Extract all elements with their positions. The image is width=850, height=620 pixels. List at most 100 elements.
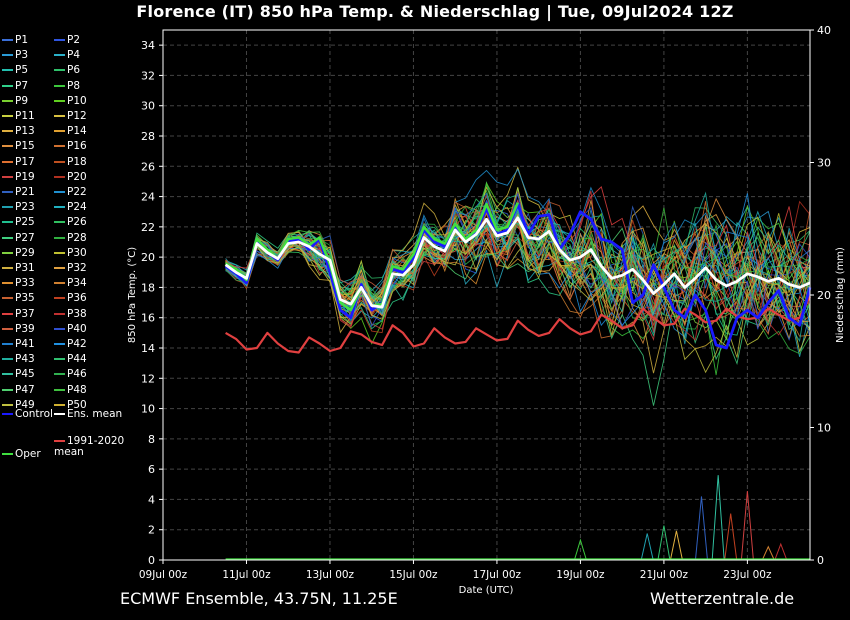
legend-item-p36: P36	[54, 291, 87, 306]
footer-site: Wetterzentrale.de	[650, 589, 795, 608]
legend-label: P49	[15, 398, 35, 411]
legend-item-p47: P47	[2, 383, 35, 398]
legend-swatch	[2, 99, 13, 102]
y-tick-label: 6	[148, 463, 155, 476]
legend-clim-swatch	[54, 440, 65, 442]
legend-label: P31	[15, 262, 35, 274]
legend-item-p32: P32	[54, 261, 87, 276]
legend-label: P34	[67, 277, 87, 290]
legend-item-p49: P49	[2, 398, 35, 413]
legend-swatch	[54, 39, 65, 41]
legend-swatch	[54, 388, 65, 391]
y-tick-label: 22	[141, 221, 155, 234]
precip-spike-p38	[774, 542, 788, 561]
y-axis-label-right: Niederschlag (mm)	[835, 247, 846, 343]
precip-spike-p36	[724, 513, 738, 561]
legend-oper-swatch	[2, 453, 13, 455]
legend-oper: Oper	[2, 447, 41, 462]
legend-item-p4: P4	[54, 48, 80, 63]
legend-swatch	[54, 206, 65, 209]
legend-swatch	[2, 236, 13, 239]
legend-swatch	[54, 115, 65, 117]
y-tick-label: 8	[148, 433, 155, 446]
legend-item-p46: P46	[54, 367, 87, 382]
legend-swatch	[2, 373, 13, 376]
legend-item-p29: P29	[2, 246, 35, 261]
precip-spike-p19	[740, 491, 754, 561]
legend-swatch	[2, 69, 13, 72]
legend-item-p10: P10	[54, 94, 87, 109]
legend-swatch	[54, 358, 65, 361]
legend-item-p38: P38	[54, 307, 87, 322]
legend-label: P1	[15, 34, 29, 46]
legend-swatch	[2, 388, 13, 391]
legend-item-p24: P24	[54, 200, 87, 215]
legend-label: P8	[67, 79, 81, 92]
legend-item-p23: P23	[2, 200, 35, 215]
legend-item-p11: P11	[2, 109, 35, 124]
legend-ens-mean-label: Ens. mean	[67, 408, 123, 420]
y-tick-label: 28	[141, 130, 155, 143]
y-tick-label: 34	[141, 39, 155, 52]
legend-label: P17	[15, 155, 35, 168]
legend-label: P9	[15, 94, 29, 107]
legend-item-p14: P14	[54, 124, 87, 139]
legend-label: P22	[67, 186, 87, 198]
precip-spike-p34	[761, 545, 775, 561]
legend-label: P26	[67, 216, 87, 229]
y-tick-label: 4	[148, 493, 155, 506]
legend-label: P6	[67, 64, 81, 77]
legend-swatch	[54, 191, 65, 193]
y-tick-label: 32	[141, 69, 155, 82]
legend-swatch	[2, 160, 13, 163]
legend-swatch	[54, 312, 65, 315]
legend-clim: 1991-2020 mean	[54, 436, 134, 458]
legend-swatch	[54, 221, 65, 224]
x-tick-label: 13Jul 00z	[306, 569, 355, 581]
legend-item-p18: P18	[54, 155, 87, 170]
legend-label: P29	[15, 246, 35, 259]
legend-item-p31: P31	[2, 261, 35, 276]
legend-swatch	[2, 54, 13, 57]
legend-swatch	[54, 84, 65, 87]
legend-control-swatch	[2, 413, 13, 415]
x-tick-label: 23Jul 00z	[723, 569, 772, 581]
legend-label: P27	[15, 231, 35, 244]
legend-label: P35	[15, 292, 35, 305]
x-tick-label: 11Jul 00z	[222, 569, 271, 581]
legend-swatch	[2, 297, 13, 300]
legend-item-p17: P17	[2, 155, 35, 170]
legend-swatch	[54, 54, 65, 57]
precip-spike-p13	[669, 530, 683, 561]
legend-item-p15: P15	[2, 139, 35, 154]
x-tick-label: 21Jul 00z	[640, 569, 689, 581]
legend-swatch	[2, 175, 13, 178]
legend-swatch	[54, 403, 65, 406]
legend-item-p43: P43	[2, 352, 35, 367]
legend-swatch	[54, 145, 65, 148]
legend-swatch	[54, 160, 65, 163]
y-tick-label: 24	[141, 191, 155, 204]
member-line-p48	[225, 182, 811, 326]
y-tick-label: 16	[141, 312, 155, 325]
precip-spike-p44	[657, 525, 671, 561]
legend-swatch	[2, 115, 13, 117]
legend-label: P10	[67, 94, 87, 107]
legend-label: P2	[67, 34, 81, 46]
member-line-p31	[225, 202, 811, 374]
legend-item-p25: P25	[2, 215, 35, 230]
y-tick-label: 2	[148, 524, 155, 537]
legend-swatch	[54, 373, 65, 376]
legend-label: P3	[15, 49, 29, 62]
x-tick-label: 17Jul 00z	[473, 569, 522, 581]
legend-item-p22: P22	[54, 185, 87, 200]
legend-item-p45: P45	[2, 367, 35, 382]
legend-label: P19	[15, 170, 35, 183]
legend-swatch	[54, 130, 65, 133]
legend-item-p21: P21	[2, 185, 35, 200]
y-tick-label: 0	[148, 554, 155, 567]
y-tick-label: 30	[141, 100, 155, 113]
legend-swatch	[2, 84, 13, 87]
legend-item-p16: P16	[54, 139, 87, 154]
legend-swatch	[54, 69, 65, 72]
